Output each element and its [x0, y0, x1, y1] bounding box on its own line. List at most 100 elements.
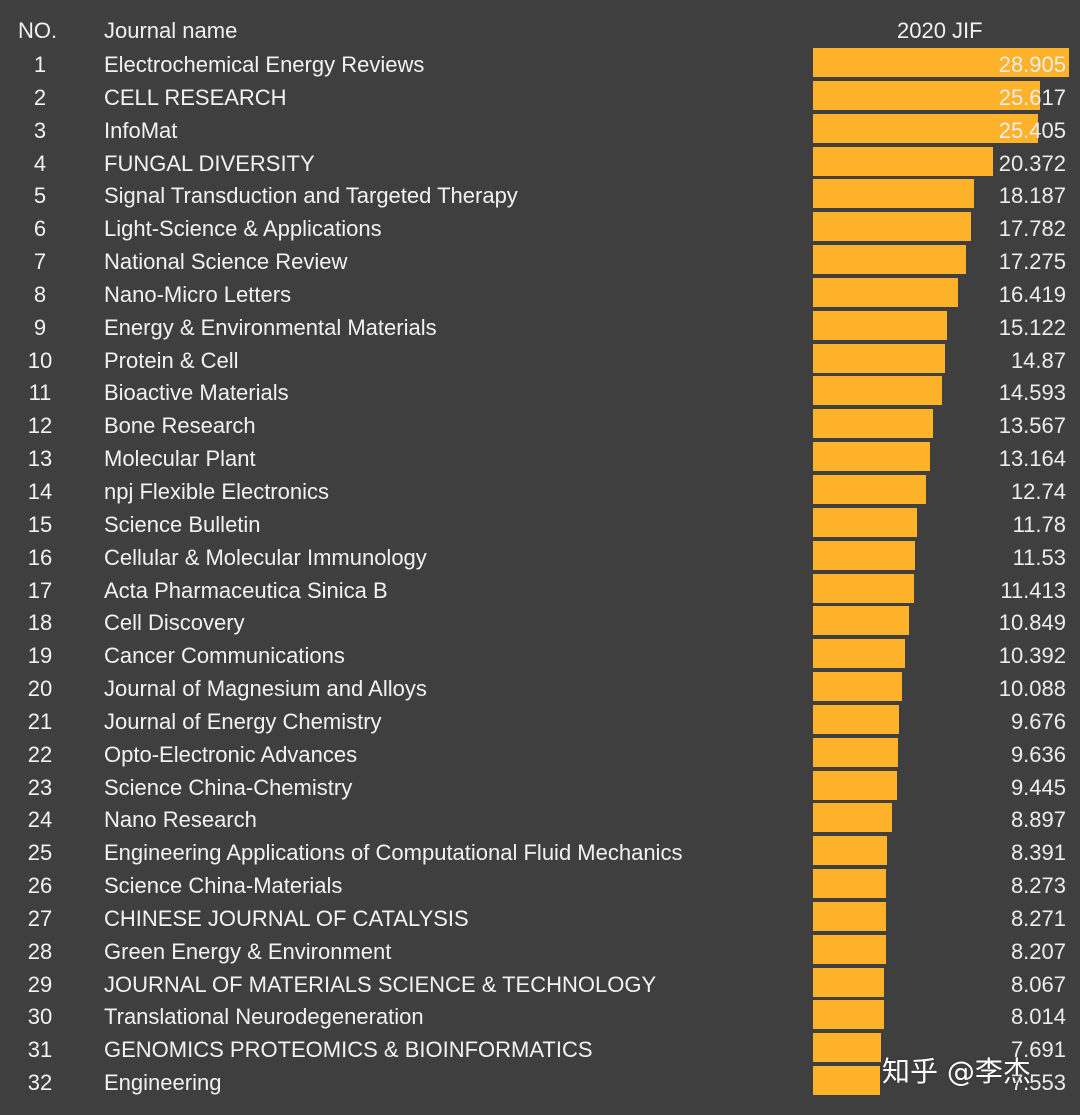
- jif-bar: [813, 901, 887, 931]
- jif-value: 8.273: [1010, 873, 1066, 899]
- table-row: 30 Translational Neurodegeneration 8.014: [0, 1000, 1080, 1033]
- jif-bar: [813, 737, 899, 767]
- journal-name: Nano Research: [104, 807, 257, 833]
- journal-name: Cancer Communications: [104, 643, 345, 669]
- table-row: 20 Journal of Magnesium and Alloys 10.088: [0, 672, 1080, 705]
- rank-number: 29: [27, 971, 53, 997]
- jif-value: 9.445: [1010, 774, 1066, 800]
- rank-number: 12: [27, 413, 53, 439]
- jif-value: 25.617: [998, 84, 1066, 110]
- jif-bar: [813, 639, 905, 669]
- rank-number: 14: [27, 478, 53, 504]
- jif-value: 17.275: [998, 249, 1066, 275]
- jif-value: 10.849: [998, 610, 1066, 636]
- rank-number: 15: [27, 511, 53, 537]
- rank-number: 27: [27, 905, 53, 931]
- jif-value: 11.78: [1012, 511, 1066, 537]
- rank-number: 16: [27, 544, 53, 570]
- jif-value: 9.676: [1010, 708, 1066, 734]
- jif-bar: [813, 376, 943, 406]
- journal-name: Cell Discovery: [104, 610, 245, 636]
- jif-bar: [813, 770, 897, 800]
- journal-name: Opto-Electronic Advances: [104, 741, 358, 767]
- journal-name: JOURNAL OF MATERIALS SCIENCE & TECHNOLOG…: [104, 971, 657, 997]
- jif-value: 8.067: [1010, 971, 1066, 997]
- journal-name: Science Bulletin: [104, 511, 261, 537]
- jif-value: 13.567: [998, 413, 1066, 439]
- jif-bar: [813, 179, 975, 209]
- jif-bar: [813, 113, 1038, 143]
- table-row: 12 Bone Research 13.567: [0, 409, 1080, 442]
- table-row: 16 Cellular & Molecular Immunology 11.53: [0, 540, 1080, 574]
- journal-name: Journal of Magnesium and Alloys: [104, 676, 427, 702]
- table-row: 4 FUNGAL DIVERSITY 20.372: [0, 146, 1080, 180]
- rank-number: 22: [27, 741, 53, 767]
- rank-number: 3: [33, 117, 47, 143]
- table-row: 9 Energy & Environmental Materials 15.122: [0, 310, 1080, 344]
- table-row: 7 National Science Review 17.275: [0, 245, 1080, 278]
- rank-number: 17: [27, 577, 53, 603]
- header-journal-name: Journal name: [104, 18, 238, 43]
- rank-number: 32: [27, 1070, 53, 1096]
- jif-value: 10.088: [998, 676, 1066, 702]
- table-row: 18 Cell Discovery 10.849: [0, 606, 1080, 639]
- rank-number: 11: [28, 380, 52, 406]
- journal-name: Cellular & Molecular Immunology: [104, 544, 427, 570]
- rank-number: 10: [27, 347, 53, 373]
- table-row: 8 Nano-Micro Letters 16.419: [0, 277, 1080, 311]
- jif-value: 8.391: [1010, 840, 1066, 866]
- jif-value: 9.636: [1010, 741, 1066, 767]
- rank-number: 7: [33, 249, 47, 275]
- jif-value: 10.392: [998, 643, 1066, 669]
- journal-name: Nano-Micro Letters: [104, 281, 292, 307]
- table-row: 32 Engineering 7.553: [0, 1066, 1080, 1099]
- jif-bar: [813, 212, 971, 242]
- jif-bar: [813, 146, 994, 176]
- journal-name: Engineering Applications of Computationa…: [104, 840, 683, 866]
- journal-name: Journal of Energy Chemistry: [104, 708, 382, 734]
- journal-name: FUNGAL DIVERSITY: [104, 150, 315, 176]
- rank-number: 21: [27, 708, 53, 734]
- table-row: 5 Signal Transduction and Targeted Therap…: [0, 179, 1080, 212]
- jif-value: 20.372: [998, 150, 1066, 176]
- header-no: NO.: [18, 18, 58, 43]
- table-row: 11 Bioactive Materials 14.593: [0, 376, 1080, 409]
- journal-name: Signal Transduction and Targeted Therapy: [104, 183, 518, 209]
- jif-bar: [813, 277, 959, 307]
- journal-name: Engineering: [104, 1070, 222, 1096]
- rank-number: 1: [33, 52, 47, 77]
- jif-value: 18.187: [998, 183, 1066, 209]
- journal-name: Acta Pharmaceutica Sinica B: [104, 577, 388, 603]
- jif-bar: [813, 409, 934, 439]
- table-row: 28 Green Energy & Environment 8.207: [0, 934, 1080, 968]
- jif-value: 13.164: [998, 446, 1066, 472]
- jif-value: 14.87: [1010, 347, 1066, 373]
- jif-value: 8.271: [1010, 905, 1066, 931]
- jif-bar: [813, 245, 966, 275]
- jif-bar: [813, 1033, 882, 1063]
- jif-bar: [813, 606, 910, 636]
- jif-bar: [813, 934, 886, 964]
- table-row: 27 CHINESE JOURNAL OF CATALYSIS 8.271: [0, 901, 1080, 935]
- journal-name: GENOMICS PROTEOMICS & BIOINFORMATICS: [104, 1037, 593, 1063]
- rank-number: 30: [27, 1004, 53, 1030]
- rank-number: 6: [33, 216, 47, 242]
- journal-name: Bone Research: [104, 413, 256, 439]
- table-row: 15 Science Bulletin 11.78: [0, 507, 1080, 541]
- jif-bar: [813, 48, 1069, 77]
- rank-number: 9: [33, 314, 47, 340]
- jif-bar: [813, 836, 888, 866]
- jif-value: 12.74: [1010, 478, 1066, 504]
- header-jif: 2020 JIF: [897, 18, 983, 43]
- journal-name: Energy & Environmental Materials: [104, 314, 437, 340]
- jif-bar: [813, 803, 892, 833]
- table-row: 14 npj Flexible Electronics 12.74: [0, 474, 1080, 508]
- table-row: 3 InfoMat 25.405: [0, 113, 1080, 147]
- journal-name: Science China-Chemistry: [104, 774, 353, 800]
- journal-name: National Science Review: [104, 249, 348, 275]
- jif-value: 25.405: [998, 117, 1066, 143]
- jif-value: 8.207: [1010, 938, 1066, 964]
- journal-bar-table: 1 Electrochemical Energy Reviews 28.905 2 CE…: [0, 48, 1080, 1099]
- jif-value: 7.691: [1010, 1037, 1066, 1063]
- journal-name: Molecular Plant: [104, 446, 256, 472]
